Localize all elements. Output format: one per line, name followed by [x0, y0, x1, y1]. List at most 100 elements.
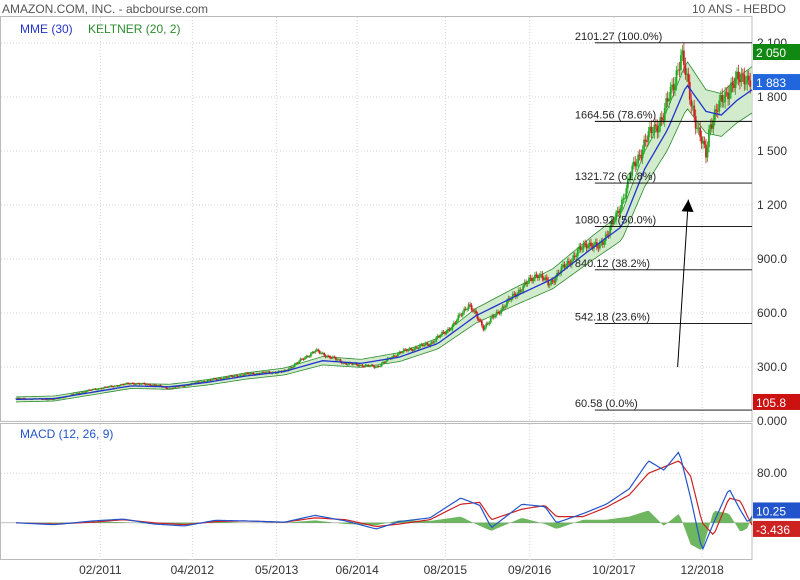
candle-body: [483, 326, 486, 330]
candle-body: [445, 331, 448, 334]
candle-body: [360, 364, 362, 366]
candle-body: [364, 365, 367, 367]
candle-body: [631, 165, 634, 176]
candle-body: [525, 282, 528, 285]
candle-body: [50, 399, 53, 400]
candle-body: [250, 372, 253, 374]
candle-body: [450, 329, 452, 331]
candle-body: [115, 385, 118, 387]
candle-body: [113, 385, 116, 387]
macd-pane-frame: [0, 423, 753, 560]
candle-body: [581, 248, 584, 250]
candle-body: [233, 375, 236, 377]
candle-body: [699, 127, 702, 137]
candle-body: [407, 349, 410, 351]
candle-body: [309, 353, 312, 357]
candle-body: [494, 315, 497, 318]
low-price-badge: 105.8: [753, 393, 800, 410]
candle-body: [650, 126, 653, 134]
candle-body: [451, 325, 454, 330]
signal-value-badge-bg: [753, 520, 800, 537]
candle-body: [355, 363, 358, 365]
candle-body: [329, 355, 331, 358]
candle-body: [405, 349, 408, 351]
candle-body: [510, 298, 513, 300]
candle-body: [625, 188, 628, 199]
candle-body: [442, 331, 445, 333]
candle-body: [402, 349, 405, 353]
candle-body: [243, 374, 246, 376]
mme-line: [15, 84, 753, 401]
candle-body: [485, 323, 488, 327]
candle-body: [576, 249, 579, 257]
candle-body: [731, 82, 734, 85]
candle-body: [125, 382, 128, 384]
x-tick-label: 12/2018: [680, 563, 724, 577]
candle-body: [143, 383, 146, 385]
candle-body: [196, 381, 199, 383]
candle-body: [740, 73, 743, 83]
candle-body: [121, 384, 124, 386]
candle-body: [542, 278, 545, 280]
candle-body: [228, 375, 231, 377]
candle-body: [737, 71, 740, 80]
macd-line: [15, 451, 753, 551]
candle-body: [46, 399, 48, 401]
candle-body: [197, 381, 200, 383]
candle-body: [541, 274, 544, 279]
candle-body: [97, 388, 100, 390]
candle-body: [242, 374, 244, 376]
candle-body: [292, 366, 295, 368]
candle-body: [423, 345, 426, 347]
candle-body: [687, 73, 690, 82]
legend-keltner: KELTNER (20, 2): [88, 22, 181, 36]
candle-body: [174, 386, 177, 388]
x-tick-label: 10/2017: [592, 563, 636, 577]
candle-body: [299, 358, 302, 362]
candle-body: [715, 109, 718, 111]
candle-body: [665, 98, 668, 108]
candle-body: [681, 50, 684, 56]
y-tick-label: 300.0: [757, 360, 787, 374]
candle-body: [719, 95, 722, 101]
candle-body: [283, 370, 286, 372]
candle-body: [566, 261, 569, 266]
candle-body: [433, 341, 436, 343]
candle-body: [252, 372, 255, 375]
candle-body: [417, 347, 420, 349]
candle-body: [691, 105, 694, 107]
candle-body: [632, 161, 635, 166]
candle-body: [189, 384, 191, 386]
candle-body: [62, 397, 65, 399]
candle-body: [588, 242, 591, 246]
candle-body: [395, 356, 398, 358]
candle-body: [361, 364, 364, 367]
candle-body: [211, 379, 213, 381]
candle-body: [102, 387, 104, 389]
candle-body: [503, 306, 505, 308]
candle-body: [506, 300, 508, 307]
candle-body: [562, 264, 564, 267]
candle-body: [376, 366, 379, 368]
candle-body: [570, 260, 573, 265]
y-tick-label: 1 200: [757, 198, 787, 212]
candle-body: [613, 220, 616, 223]
candle-body: [511, 293, 514, 299]
candle-body: [500, 310, 502, 314]
signal-value-badge-text: -3.436: [756, 523, 790, 537]
candle-body: [373, 366, 376, 368]
candle-body: [607, 234, 610, 236]
y-tick-label: 600.0: [757, 306, 787, 320]
candle-body: [550, 280, 553, 285]
candle-body: [688, 81, 691, 100]
x-tick-label: 04/2012: [171, 563, 215, 577]
candle-body: [323, 352, 326, 356]
candle-body: [709, 124, 712, 130]
candle-body: [466, 308, 469, 310]
candle-body: [289, 367, 292, 369]
candle-body: [529, 277, 532, 279]
candle-body: [585, 244, 588, 249]
candle-body: [380, 363, 383, 367]
candle-body: [287, 368, 290, 371]
candle-body: [693, 105, 696, 117]
